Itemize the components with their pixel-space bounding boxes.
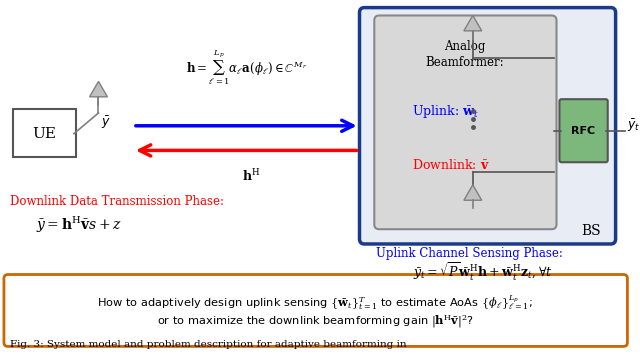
FancyBboxPatch shape [559,99,608,162]
Text: How to adaptively design uplink sensing $\{\bar{\mathbf{w}}_t\}_{t=1}^T$ to esti: How to adaptively design uplink sensing … [97,293,533,312]
Text: Downlink Data Transmission Phase:: Downlink Data Transmission Phase: [10,195,224,208]
Text: BS: BS [581,224,601,238]
FancyBboxPatch shape [360,7,616,244]
Text: $\bar{y}$: $\bar{y}$ [102,115,111,131]
Text: or to maximize the downlink beamforming gain $|\mathbf{h}^\mathrm{H}\bar{\mathbf: or to maximize the downlink beamforming … [157,313,474,330]
Text: Downlink: $\bar{\mathbf{v}}$: Downlink: $\bar{\mathbf{v}}$ [412,158,490,172]
Polygon shape [464,16,482,31]
Text: $\mathbf{h}^\mathrm{H}$: $\mathbf{h}^\mathrm{H}$ [242,168,260,184]
Polygon shape [90,81,108,97]
Text: UE: UE [33,127,56,141]
Text: Uplink Channel Sensing Phase:: Uplink Channel Sensing Phase: [376,247,563,260]
FancyBboxPatch shape [13,109,76,157]
Text: $\mathbf{h} = \sum_{\ell=1}^{L_p} \alpha_\ell \mathbf{a}(\phi_\ell) \in \mathbb{: $\mathbf{h} = \sum_{\ell=1}^{L_p} \alpha… [186,47,307,87]
Text: $\bar{y} = \mathbf{h}^\mathrm{H}\bar{\mathbf{v}}s + z$: $\bar{y} = \mathbf{h}^\mathrm{H}\bar{\ma… [36,214,122,235]
Polygon shape [464,185,482,200]
Text: RFC: RFC [571,126,595,136]
Text: Fig. 3: System model and problem description for adaptive beamforming in: Fig. 3: System model and problem descrip… [10,340,406,349]
Text: Uplink: $\bar{\mathbf{w}}_t$: Uplink: $\bar{\mathbf{w}}_t$ [412,103,479,120]
Text: Analog
Beamformer:: Analog Beamformer: [426,40,504,69]
FancyBboxPatch shape [374,16,557,229]
FancyBboxPatch shape [4,274,627,346]
Text: $\bar{y}_t$: $\bar{y}_t$ [627,118,640,134]
Text: $\bar{y}_t = \sqrt{P}\bar{\mathbf{w}}_t^\mathrm{H}\mathbf{h} + \bar{\mathbf{w}}_: $\bar{y}_t = \sqrt{P}\bar{\mathbf{w}}_t^… [413,261,552,283]
